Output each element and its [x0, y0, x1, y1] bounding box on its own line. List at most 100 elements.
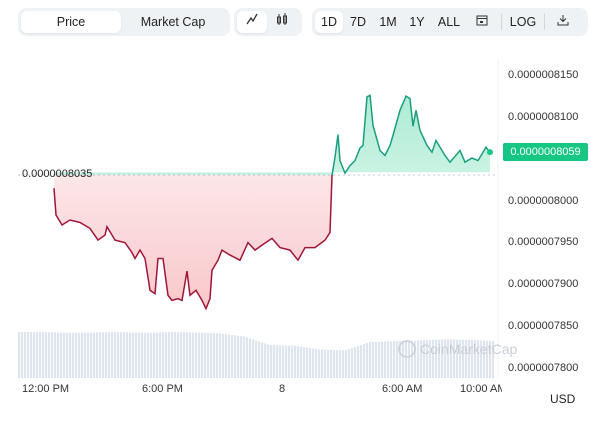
volume-bar	[210, 333, 213, 378]
volume-bar	[294, 345, 297, 378]
volume-bar	[168, 332, 171, 378]
volume-bar	[126, 332, 129, 378]
volume-bar	[450, 339, 453, 378]
volume-bar	[432, 339, 435, 378]
volume-bar	[81, 332, 84, 378]
volume-bar	[351, 347, 354, 378]
volume-bar	[18, 332, 21, 378]
volume-bar	[234, 335, 237, 378]
current-price-badge: 0.0000008059	[503, 143, 588, 161]
volume-bar	[108, 332, 111, 378]
volume-bar	[57, 332, 60, 378]
x-tick-label: 10:00 AM	[460, 383, 502, 395]
area-above-reference	[54, 95, 490, 175]
volume-bar	[195, 332, 198, 378]
line-chart-icon[interactable]	[237, 11, 267, 33]
volume-bar	[345, 349, 348, 378]
volume-bar	[420, 340, 423, 378]
log-toggle[interactable]: LOG	[509, 15, 537, 29]
y-tick-label: 0.0000008100	[508, 110, 579, 123]
volume-bar	[387, 341, 390, 378]
volume-bar	[51, 332, 54, 378]
price-line-up	[331, 94, 491, 175]
download-icon[interactable]	[549, 11, 577, 33]
volume-bar	[111, 332, 114, 378]
volume-bar	[282, 345, 285, 378]
tab-market-cap[interactable]: Market Cap	[140, 15, 206, 29]
tab-price[interactable]: Price	[21, 11, 121, 33]
volume-bar	[207, 332, 210, 378]
volume-bar	[63, 332, 66, 378]
volume-bar	[360, 345, 363, 378]
volume-bar	[87, 332, 90, 378]
volume-bar	[159, 332, 162, 378]
volume-bar	[438, 339, 441, 378]
price-line-down	[53, 175, 333, 311]
volume-bar	[408, 340, 411, 378]
y-tick-label: 0.0000007800	[508, 362, 579, 374]
volume-bar	[186, 332, 189, 378]
area-below-reference	[54, 175, 333, 309]
candlestick-icon[interactable]	[267, 11, 297, 33]
volume-bar	[138, 332, 141, 378]
volume-bar	[456, 339, 459, 378]
volume-bar	[300, 346, 303, 378]
volume-bar	[72, 332, 75, 378]
volume-bar	[390, 341, 393, 378]
volume-bar	[357, 345, 360, 378]
y-tick-label: 0.0000008000	[508, 194, 579, 207]
volume-bar	[381, 341, 384, 378]
volume-bars	[18, 332, 495, 378]
volume-bar	[225, 334, 228, 378]
volume-bar	[486, 340, 489, 378]
volume-bar	[102, 332, 105, 378]
volume-bar	[237, 335, 240, 378]
volume-bar	[198, 332, 201, 378]
volume-bar	[243, 336, 246, 378]
volume-bar	[189, 332, 192, 378]
volume-bar	[324, 349, 327, 378]
volume-bar	[342, 350, 345, 378]
range-7d[interactable]: 7D	[350, 15, 366, 29]
volume-bar	[315, 348, 318, 378]
volume-bar	[483, 340, 486, 378]
volume-bar	[150, 332, 153, 378]
metric-tabs: Price Market Cap	[18, 8, 230, 36]
volume-bar	[156, 332, 159, 378]
volume-bar	[252, 339, 255, 378]
volume-bar	[363, 344, 366, 378]
volume-bar	[264, 343, 267, 378]
volume-bar	[330, 349, 333, 378]
price-series	[53, 94, 493, 311]
range-all[interactable]: ALL	[437, 15, 461, 29]
range-1d[interactable]: 1D	[315, 11, 343, 33]
volume-bar	[120, 332, 123, 378]
volume-bar	[90, 332, 93, 378]
volume-bar	[219, 333, 222, 378]
volume-bar	[177, 332, 180, 378]
volume-bar	[435, 339, 438, 378]
volume-bar	[144, 332, 147, 378]
watermark-logo: CoinMarketCap	[398, 340, 517, 358]
volume-bar	[354, 346, 357, 378]
volume-bar	[402, 340, 405, 378]
volume-bar	[303, 347, 306, 378]
volume-bar	[327, 349, 330, 378]
calendar-icon[interactable]	[467, 11, 497, 33]
volume-bar	[255, 340, 258, 378]
volume-bar	[201, 332, 204, 378]
volume-bar	[477, 340, 480, 378]
reference-label: 0.0000008035	[22, 168, 93, 180]
volume-bar	[135, 332, 138, 378]
volume-bar	[273, 345, 276, 378]
volume-bar	[369, 342, 372, 378]
range-1m[interactable]: 1M	[379, 15, 397, 29]
volume-bar	[222, 333, 225, 378]
volume-bar	[399, 341, 402, 378]
y-tick-label: 0.0000007900	[508, 278, 579, 291]
volume-bar	[129, 332, 132, 378]
range-1y[interactable]: 1Y	[409, 15, 425, 29]
volume-bar	[228, 334, 231, 378]
volume-bar	[405, 340, 408, 378]
